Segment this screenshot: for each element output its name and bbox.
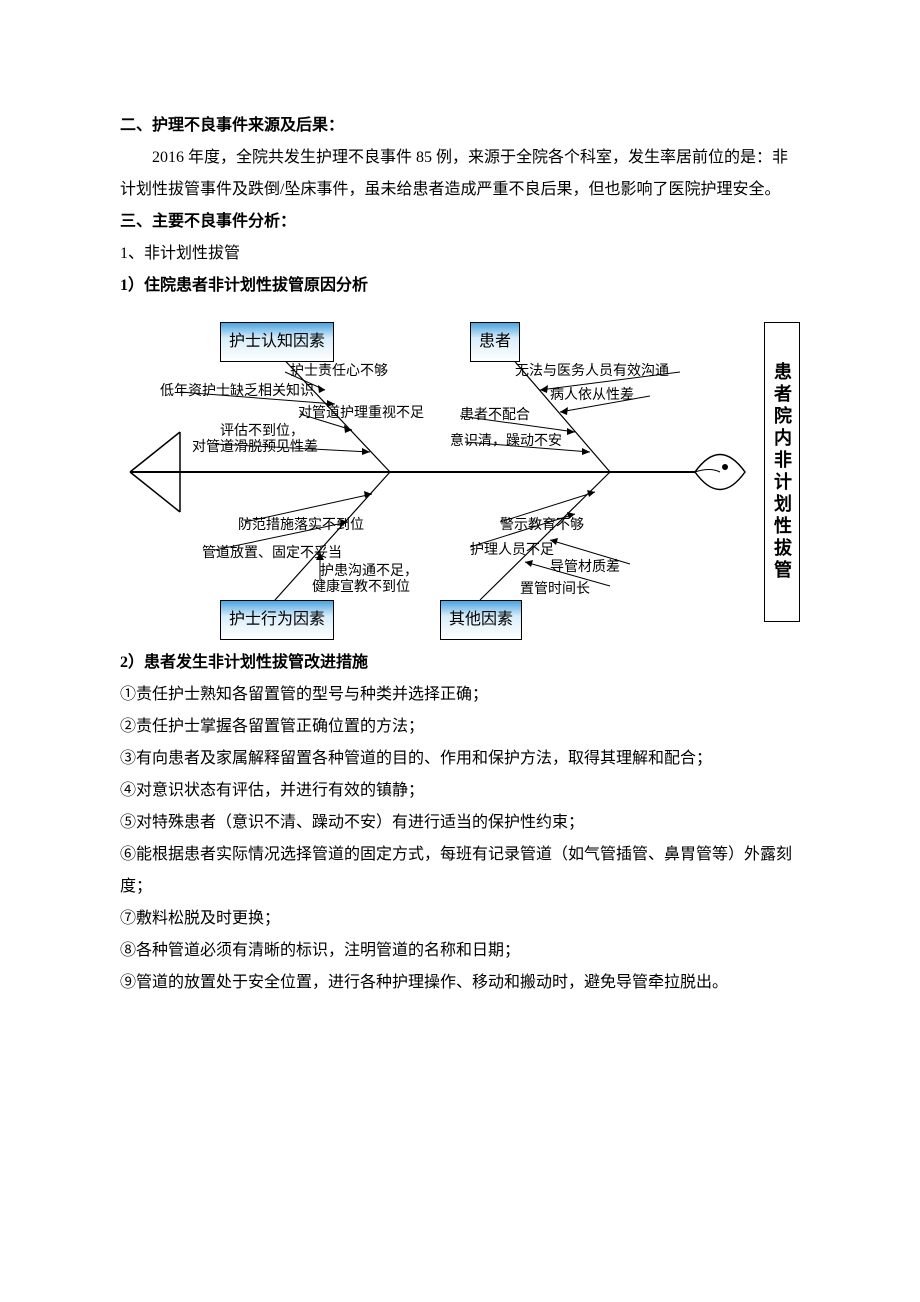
measure-item: ③有向患者及家属解释留置各种管道的目的、作用和保护方法，取得其理解和配合； [120, 743, 800, 775]
fishbone-outcome: 患者院内非计划性拔管 [764, 322, 800, 622]
section2-p1: 2016 年度，全院共发生护理不良事件 85 例，来源于全院各个科室，发生率居前… [120, 142, 800, 206]
fishbone-cause: 患者不配合 [460, 402, 530, 430]
fishbone-cause: 护理人员不足 [470, 537, 554, 565]
fishbone-cause: 对管道滑脱预见性差 [192, 434, 318, 462]
fishbone-diagram: 护士认知因素 患者 护士行为因素 其他因素 护士责任心不够 低年资护士缺乏相关知… [120, 322, 800, 622]
fishbone-cat-nurse-cognition: 护士认知因素 [220, 322, 334, 362]
section3-item1: 1、非计划性拔管 [120, 238, 800, 270]
measure-item: ⑨管道的放置处于安全位置，进行各种护理操作、移动和搬动时，避免导管牵拉脱出。 [120, 967, 800, 999]
fishbone-cause: 意识清，躁动不安 [450, 428, 562, 456]
measure-item: ④对意识状态有评估，并进行有效的镇静； [120, 775, 800, 807]
section3-heading: 三、主要不良事件分析： [120, 206, 800, 238]
fishbone-cause: 病人依从性差 [550, 382, 634, 410]
fishbone-cause: 警示教育不够 [500, 512, 584, 540]
fishbone-cause: 置管时间长 [520, 576, 590, 604]
measure-item: ②责任护士掌握各留置管正确位置的方法； [120, 711, 800, 743]
measure-item: ⑤对特殊患者（意识不清、躁动不安）有进行适当的保护性约束； [120, 807, 800, 839]
measure-item: ⑧各种管道必须有清晰的标识，注明管道的名称和日期； [120, 935, 800, 967]
fishbone-cause: 低年资护士缺乏相关知识 [160, 378, 314, 406]
fishbone-cause: 对管道护理重视不足 [298, 400, 424, 428]
fishbone-cat-other: 其他因素 [440, 600, 522, 640]
measure-item: ⑦敷料松脱及时更换； [120, 903, 800, 935]
measure-item: ⑥能根据患者实际情况选择管道的固定方式，每班有记录管道（如气管插管、鼻胃管等）外… [120, 839, 800, 903]
section3-sub2: 2）患者发生非计划性拔管改进措施 [120, 647, 800, 679]
measure-item: ①责任护士熟知各留置管的型号与种类并选择正确； [120, 679, 800, 711]
section3-sub1: 1）住院患者非计划性拔管原因分析 [120, 270, 800, 302]
fishbone-cat-nurse-behavior: 护士行为因素 [220, 600, 334, 640]
section2-heading: 二、护理不良事件来源及后果： [120, 110, 800, 142]
fishbone-cause: 防范措施落实不到位 [238, 512, 364, 540]
fishbone-cat-patient: 患者 [470, 322, 520, 362]
fishbone-cause: 健康宣教不到位 [312, 574, 410, 602]
